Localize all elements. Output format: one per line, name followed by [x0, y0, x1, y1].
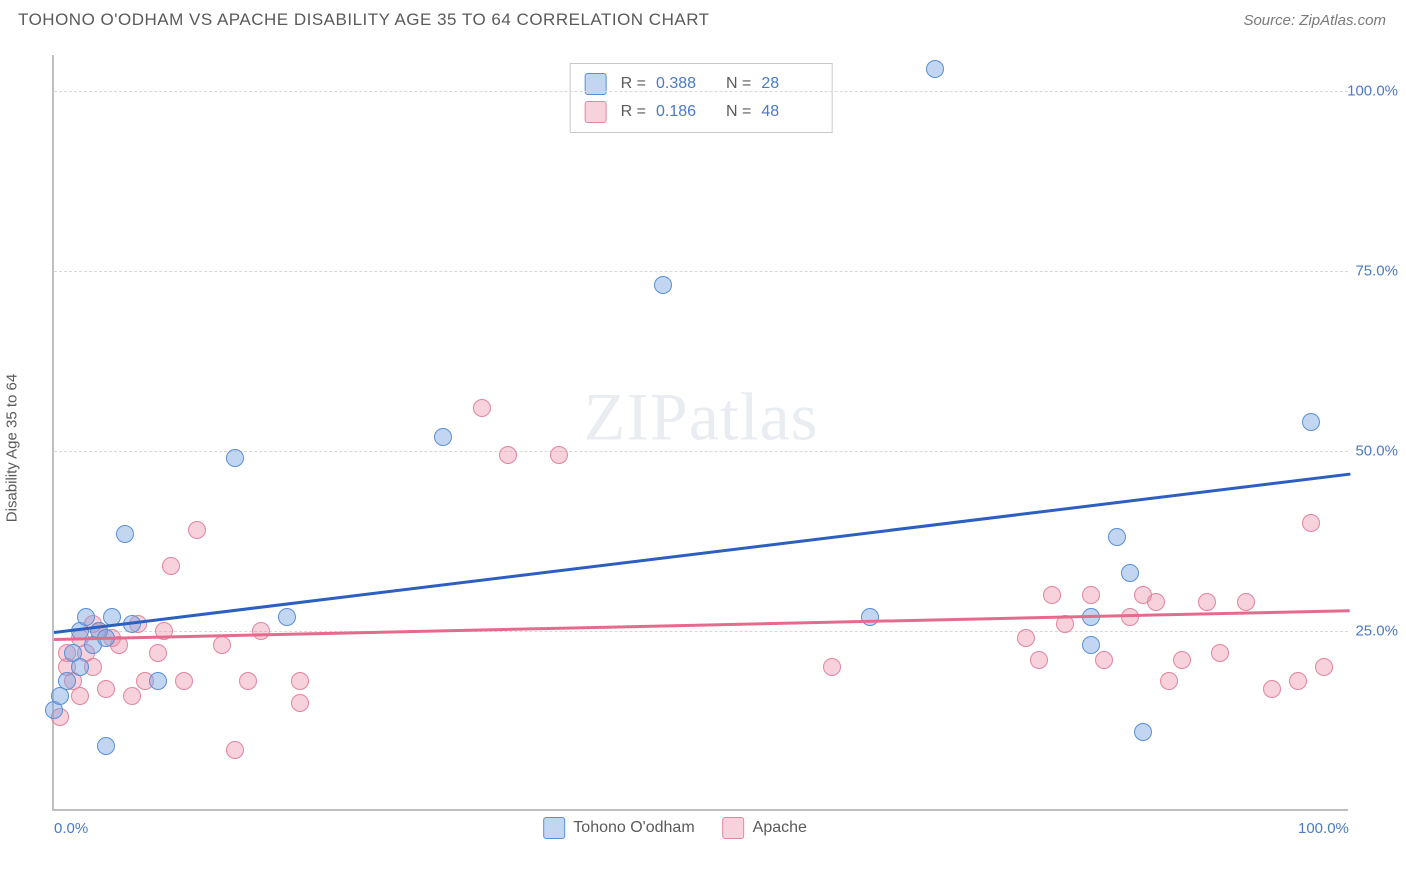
data-point	[97, 680, 115, 698]
data-point	[162, 557, 180, 575]
data-point	[77, 608, 95, 626]
r-value: 0.186	[656, 103, 712, 121]
data-point	[175, 672, 193, 690]
source-attribution: Source: ZipAtlas.com	[1243, 12, 1386, 29]
x-tick-label: 100.0%	[1298, 820, 1349, 837]
legend-series-name: Apache	[753, 819, 807, 837]
data-point	[71, 687, 89, 705]
y-tick-label: 50.0%	[1355, 443, 1398, 460]
y-tick-label: 25.0%	[1355, 623, 1398, 640]
data-point	[1315, 658, 1333, 676]
chart-container: Disability Age 35 to 64 ZIPatlas R =0.38…	[52, 55, 1392, 840]
data-point	[188, 521, 206, 539]
n-label: N =	[726, 103, 751, 121]
legend-swatch	[723, 817, 745, 839]
data-point	[861, 608, 879, 626]
data-point	[1147, 593, 1165, 611]
plot-area: ZIPatlas R =0.388N =28R =0.186N =48 Toho…	[52, 55, 1348, 811]
data-point	[278, 608, 296, 626]
legend-stats-box: R =0.388N =28 R = 0.186 N = 48	[570, 63, 833, 133]
data-point	[1263, 680, 1281, 698]
data-point	[1302, 413, 1320, 431]
gridline	[54, 91, 1348, 92]
data-point	[1211, 644, 1229, 662]
data-point	[1121, 564, 1139, 582]
data-point	[1043, 586, 1061, 604]
data-point	[1198, 593, 1216, 611]
data-point	[1108, 528, 1126, 546]
legend-stat-row: R =0.388N =28	[585, 70, 818, 98]
trend-line	[54, 609, 1350, 640]
data-point	[1082, 636, 1100, 654]
data-point	[226, 741, 244, 759]
data-point	[291, 694, 309, 712]
data-point	[926, 60, 944, 78]
data-point	[149, 644, 167, 662]
data-point	[654, 276, 672, 294]
data-point	[1173, 651, 1191, 669]
legend-swatch	[585, 101, 607, 123]
header: TOHONO O'ODHAM VS APACHE DISABILITY AGE …	[0, 0, 1406, 34]
data-point	[71, 658, 89, 676]
data-point	[116, 525, 134, 543]
r-label: R =	[621, 103, 646, 121]
data-point	[823, 658, 841, 676]
y-axis-label: Disability Age 35 to 64	[4, 373, 21, 521]
n-value: 48	[761, 103, 817, 121]
data-point	[291, 672, 309, 690]
data-point	[1289, 672, 1307, 690]
y-tick-label: 100.0%	[1347, 83, 1398, 100]
data-point	[1160, 672, 1178, 690]
data-point	[1017, 629, 1035, 647]
data-point	[252, 622, 270, 640]
data-point	[1030, 651, 1048, 669]
data-point	[434, 428, 452, 446]
data-point	[97, 737, 115, 755]
data-point	[1082, 586, 1100, 604]
data-point	[213, 636, 231, 654]
data-point	[58, 672, 76, 690]
data-point	[1237, 593, 1255, 611]
data-point	[473, 399, 491, 417]
legend-swatch	[543, 817, 565, 839]
data-point	[226, 449, 244, 467]
legend-series: Tohono O'odham Apache	[543, 817, 807, 839]
watermark: ZIPatlas	[584, 377, 819, 456]
data-point	[550, 446, 568, 464]
gridline	[54, 451, 1348, 452]
legend-item: Apache	[723, 817, 807, 839]
x-tick-label: 0.0%	[54, 820, 88, 837]
gridline	[54, 271, 1348, 272]
data-point	[1095, 651, 1113, 669]
legend-item: Tohono O'odham	[543, 817, 694, 839]
chart-title: TOHONO O'ODHAM VS APACHE DISABILITY AGE …	[18, 10, 710, 30]
data-point	[499, 446, 517, 464]
data-point	[1302, 514, 1320, 532]
data-point	[239, 672, 257, 690]
gridline	[54, 631, 1348, 632]
data-point	[149, 672, 167, 690]
y-tick-label: 75.0%	[1355, 263, 1398, 280]
legend-series-name: Tohono O'odham	[573, 819, 694, 837]
legend-stat-row: R = 0.186 N = 48	[585, 98, 818, 126]
data-point	[1134, 723, 1152, 741]
data-point	[123, 687, 141, 705]
